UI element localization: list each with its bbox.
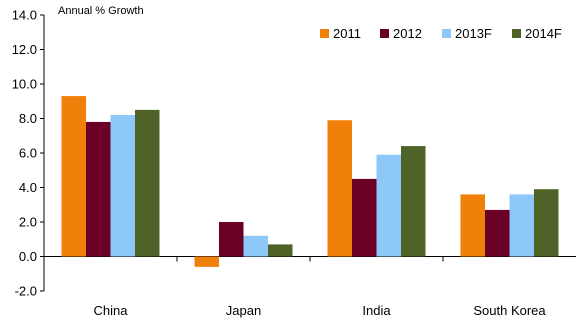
legend-swatch-2013F [442,29,451,38]
y-tick-label: 2.0 [19,215,37,230]
bar-2012-japan [219,222,244,257]
bar-2014F-india [401,146,426,257]
legend-label-2014F: 2014F [525,26,562,41]
x-category-label: China [94,303,129,318]
bar-2012-china [86,121,111,257]
bar-2011-china [61,96,86,257]
legend-swatch-2011 [320,29,329,38]
legend: 2011 2012 2013F 2014F [320,26,562,41]
bar-2012-india [352,178,377,257]
legend-label-2012: 2012 [393,26,422,41]
y-axis-title: Annual % Growth [58,5,144,17]
bar-2012-south-korea [485,209,510,257]
y-tick-label: -2.0 [15,284,37,299]
bar-2013F-japan [243,235,268,257]
bar-2013F-south-korea [509,194,534,257]
bar-2011-india [327,120,352,257]
y-tick-label: 14.0 [12,8,37,23]
bar-2013F-india [376,154,401,257]
x-category-label: Japan [226,303,261,318]
y-tick-label: 12.0 [12,42,37,57]
bar-2014F-china [135,109,160,257]
legend-swatch-2012 [380,29,389,38]
y-tick-label: 8.0 [19,111,37,126]
legend-label-2011: 2011 [333,26,361,41]
bar-2014F-south-korea [534,189,559,257]
y-tick-label: 10.0 [12,77,37,92]
y-tick-label: 6.0 [19,146,37,161]
y-tick-label: 4.0 [19,180,37,195]
plot-area: -2.0 0.0 2.0 4.0 6.0 8.0 10.0 12.0 14.0 China Japa… [12,8,576,318]
bar-2013F-china [110,115,135,257]
x-category-label: India [362,303,391,318]
x-category-label: South Korea [473,303,546,318]
legend-label-2013F: 2013F [455,26,492,41]
bar-2011-japan [194,256,219,267]
legend-swatch-2014F [512,29,521,38]
bar-2014F-japan [268,244,293,257]
y-tick-label: 0.0 [19,249,37,264]
bar-2011-south-korea [460,194,485,257]
